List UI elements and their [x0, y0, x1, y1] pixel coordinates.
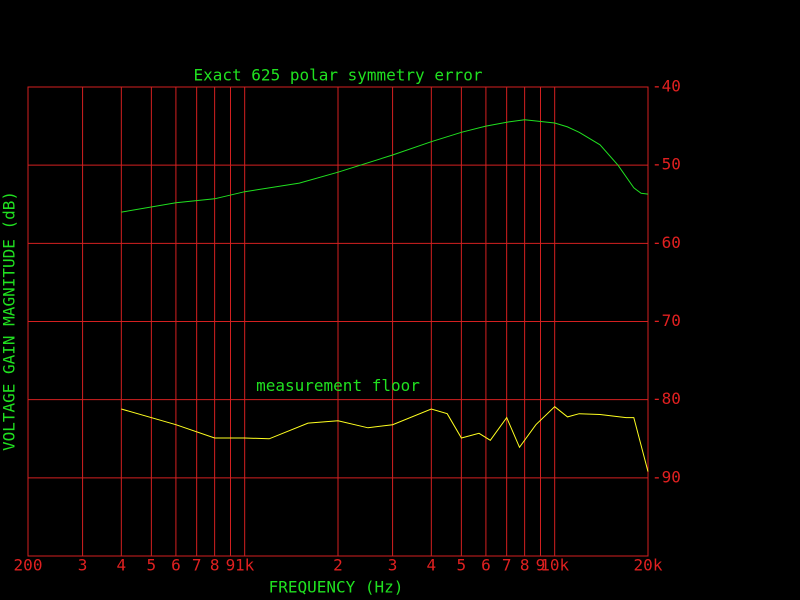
y-tick-label: -90: [652, 467, 681, 486]
y-tick-label: -60: [652, 233, 681, 252]
x-tick-label: 9: [536, 556, 546, 575]
x-tick-label: 200: [14, 556, 43, 575]
x-tick-label: 8: [210, 556, 220, 575]
x-tick-label: 6: [481, 556, 491, 575]
x-tick-label: 5: [147, 556, 157, 575]
series-line: [121, 406, 649, 472]
x-tick-label: 2: [333, 556, 343, 575]
y-tick-label: -80: [652, 389, 681, 408]
y-tick-label: -70: [652, 311, 681, 330]
plot-frame: [27, 86, 649, 557]
x-tick-label: 9: [226, 556, 236, 575]
x-tick-label: 3: [78, 556, 88, 575]
x-tick-label: 6: [171, 556, 181, 575]
series-label: measurement floor: [256, 376, 420, 395]
series-line: [121, 119, 649, 213]
y-tick-label: -50: [652, 155, 681, 174]
x-tick-label: 4: [426, 556, 436, 575]
x-tick-label: 7: [502, 556, 512, 575]
x-tick-label: 3: [388, 556, 398, 575]
y-axis-label: VOLTAGE GAIN MAGNITUDE (dB): [0, 191, 19, 451]
x-tick-label: 20k: [634, 556, 663, 575]
x-tick-label: 10k: [540, 556, 569, 575]
x-tick-label: 5: [457, 556, 467, 575]
y-tick-label: -40: [652, 77, 681, 96]
x-tick-label: 4: [116, 556, 126, 575]
x-tick-label: 1k: [235, 556, 255, 575]
series-label: Exact 625 polar symmetry error: [194, 65, 483, 84]
x-tick-label: 7: [192, 556, 202, 575]
x-tick-label: 8: [520, 556, 530, 575]
x-axis-label: FREQUENCY (Hz): [269, 578, 404, 597]
